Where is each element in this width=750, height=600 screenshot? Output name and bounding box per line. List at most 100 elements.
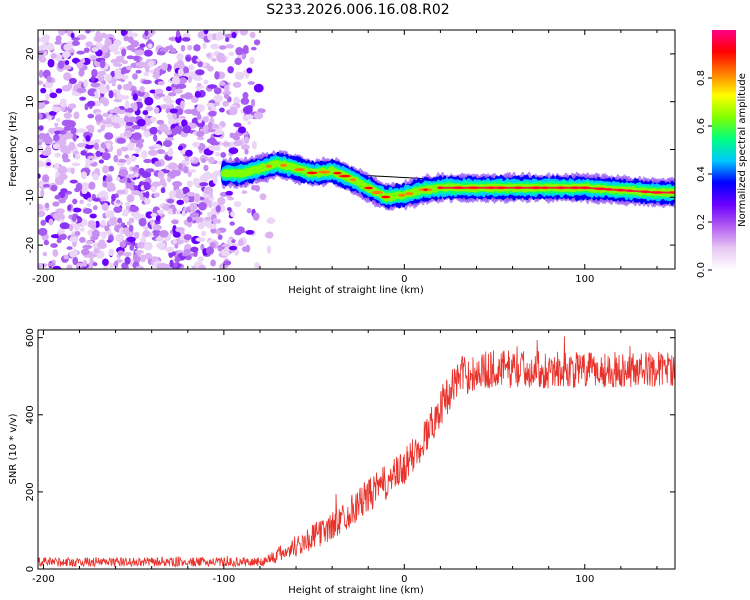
spectrogram-noise-speckle: [145, 191, 150, 199]
spectrogram-noise-speckle: [134, 249, 144, 254]
spectrogram-noise-speckle: [95, 220, 100, 228]
spectrogram-noise-speckle: [124, 154, 130, 159]
spectrogram-noise-speckle: [197, 256, 205, 262]
spectrogram-noise-speckle: [124, 256, 131, 265]
spectrogram-noise-speckle: [107, 218, 118, 226]
spectrogram-noise-speckle: [135, 265, 145, 269]
spectrogram-noise-speckle: [54, 41, 62, 45]
spectrogram-noise-speckle: [156, 93, 165, 98]
spectrogram-noise-speckle: [237, 238, 244, 247]
spectrogram-noise-speckle: [155, 215, 161, 222]
spectrogram-noise-speckle: [162, 181, 167, 188]
spectrogram-noise-speckle: [132, 55, 140, 61]
spectrogram-noise-speckle: [129, 185, 135, 191]
spectrogram-noise-speckle: [167, 149, 174, 157]
snr-x-tick-label: -200: [32, 574, 55, 585]
spectrogram-noise-speckle: [247, 120, 252, 125]
spectrogram-signal-core: [280, 163, 287, 167]
spectrogram-noise-speckle: [38, 160, 45, 168]
spectrogram-noise-speckle: [184, 195, 189, 204]
spectrogram-noise-speckle: [142, 110, 149, 116]
snr-series-line: [38, 336, 675, 568]
spectrogram-noise-speckle: [133, 253, 139, 261]
spectrogram-x-tick-label: -200: [32, 274, 55, 285]
spectrogram-noise-speckle: [144, 96, 154, 106]
spectrogram-noise-speckle: [143, 241, 153, 251]
spectrogram-noise-speckle: [49, 92, 58, 99]
spectrogram-noise-speckle: [160, 104, 169, 110]
spectrogram-noise-speckle: [235, 46, 244, 56]
spectrogram-signal-peak: [423, 188, 428, 191]
spectrogram-noise-speckle: [265, 231, 274, 239]
spectrogram-noise-speckle: [90, 235, 99, 241]
spectrogram-noise-speckle: [126, 236, 136, 243]
spectrogram-noise-speckle: [202, 42, 207, 50]
spectrogram-noise-speckle: [58, 30, 66, 36]
spectrogram-noise-speckle: [135, 61, 146, 68]
spectrogram-noise-speckle: [143, 181, 151, 191]
snr-x-tick-label: -100: [213, 574, 236, 585]
spectrogram-noise-speckle: [80, 58, 86, 64]
spectrogram-noise-speckle: [148, 146, 156, 150]
snr-x-ticks: -200 -100 0 100: [32, 330, 658, 585]
spectrogram-noise-speckle: [176, 53, 184, 61]
spectrogram-noise-speckle: [172, 239, 178, 245]
spectrogram-noise-speckle: [190, 246, 199, 253]
spectrogram-noise-speckle: [113, 154, 119, 163]
spectrogram-noise-speckle: [38, 80, 44, 86]
spectrogram-noise-speckle: [74, 231, 81, 236]
spectrogram-noise-speckle: [48, 218, 54, 226]
spectrogram-noise-speckle: [149, 126, 158, 135]
spectrogram-noise-speckle: [54, 194, 61, 200]
spectrogram-noise-speckle: [208, 110, 217, 117]
spectrogram-noise-speckle: [50, 52, 57, 59]
spectrogram-noise-speckle: [172, 180, 183, 188]
spectrogram-noise-speckle: [216, 218, 222, 224]
spectrogram-noise-speckle: [172, 262, 178, 268]
spectrogram-noise-speckle: [234, 71, 245, 80]
spectrogram-noise-speckle: [166, 111, 175, 121]
spectrogram-noise-speckle: [152, 229, 161, 237]
spectrogram-noise-speckle: [76, 61, 84, 69]
spectrogram-noise-speckle: [167, 176, 172, 183]
spectrogram-noise-speckle: [175, 30, 181, 38]
spectrogram-signal-core: [398, 193, 406, 197]
spectrogram-noise-speckle: [86, 140, 95, 146]
spectrogram-noise-speckle: [121, 74, 129, 80]
spectrogram-noise-speckle: [199, 174, 210, 183]
spectrogram-noise-speckle: [177, 145, 183, 151]
spectrogram-noise-speckle: [169, 259, 174, 268]
spectrogram-noise-speckle: [108, 248, 115, 256]
spectrogram-noise-speckle: [142, 79, 152, 85]
spectrogram-noise-speckle: [120, 146, 129, 151]
spectrogram-noise-speckle: [104, 73, 112, 82]
spectrogram-noise-speckle: [55, 117, 61, 123]
snr-y-tick-label: 600: [25, 328, 36, 347]
spectrogram-noise-speckle: [244, 114, 254, 120]
spectrogram-x-tick-label: 100: [575, 274, 594, 285]
spectrogram-noise-speckle: [85, 30, 91, 34]
spectrogram-noise-speckle: [132, 132, 142, 141]
spectrogram-noise-speckle: [147, 39, 152, 44]
spectrogram-noise-speckle: [168, 191, 176, 197]
spectrogram-noise-speckle: [150, 185, 157, 193]
spectrogram-noise-speckle: [213, 87, 222, 95]
spectrogram-noise-speckle: [137, 184, 142, 193]
spectrogram-noise-speckle: [165, 86, 172, 92]
spectrogram-noise-speckle: [159, 229, 169, 238]
spectrogram-noise-speckle: [94, 90, 99, 96]
spectrogram-noise-speckle: [101, 152, 111, 161]
spectrogram-noise-speckle: [214, 124, 219, 130]
spectrogram-noise-speckle: [215, 204, 221, 213]
spectrogram-noise-speckle: [190, 156, 195, 162]
spectrogram-noise-speckle: [50, 234, 60, 239]
spectrogram-noise-speckle: [62, 51, 71, 59]
spectrogram-noise-speckle: [239, 30, 249, 36]
spectrogram-noise-speckle: [199, 182, 209, 187]
spectrogram-noise-speckle: [213, 94, 223, 103]
spectrogram-noise-speckle: [135, 146, 140, 154]
spectrogram-noise-speckle: [92, 173, 99, 181]
spectrogram-noise-speckle: [247, 81, 255, 85]
spectrogram-signal-peak: [672, 191, 675, 194]
spectrogram-noise-speckle: [215, 35, 221, 41]
